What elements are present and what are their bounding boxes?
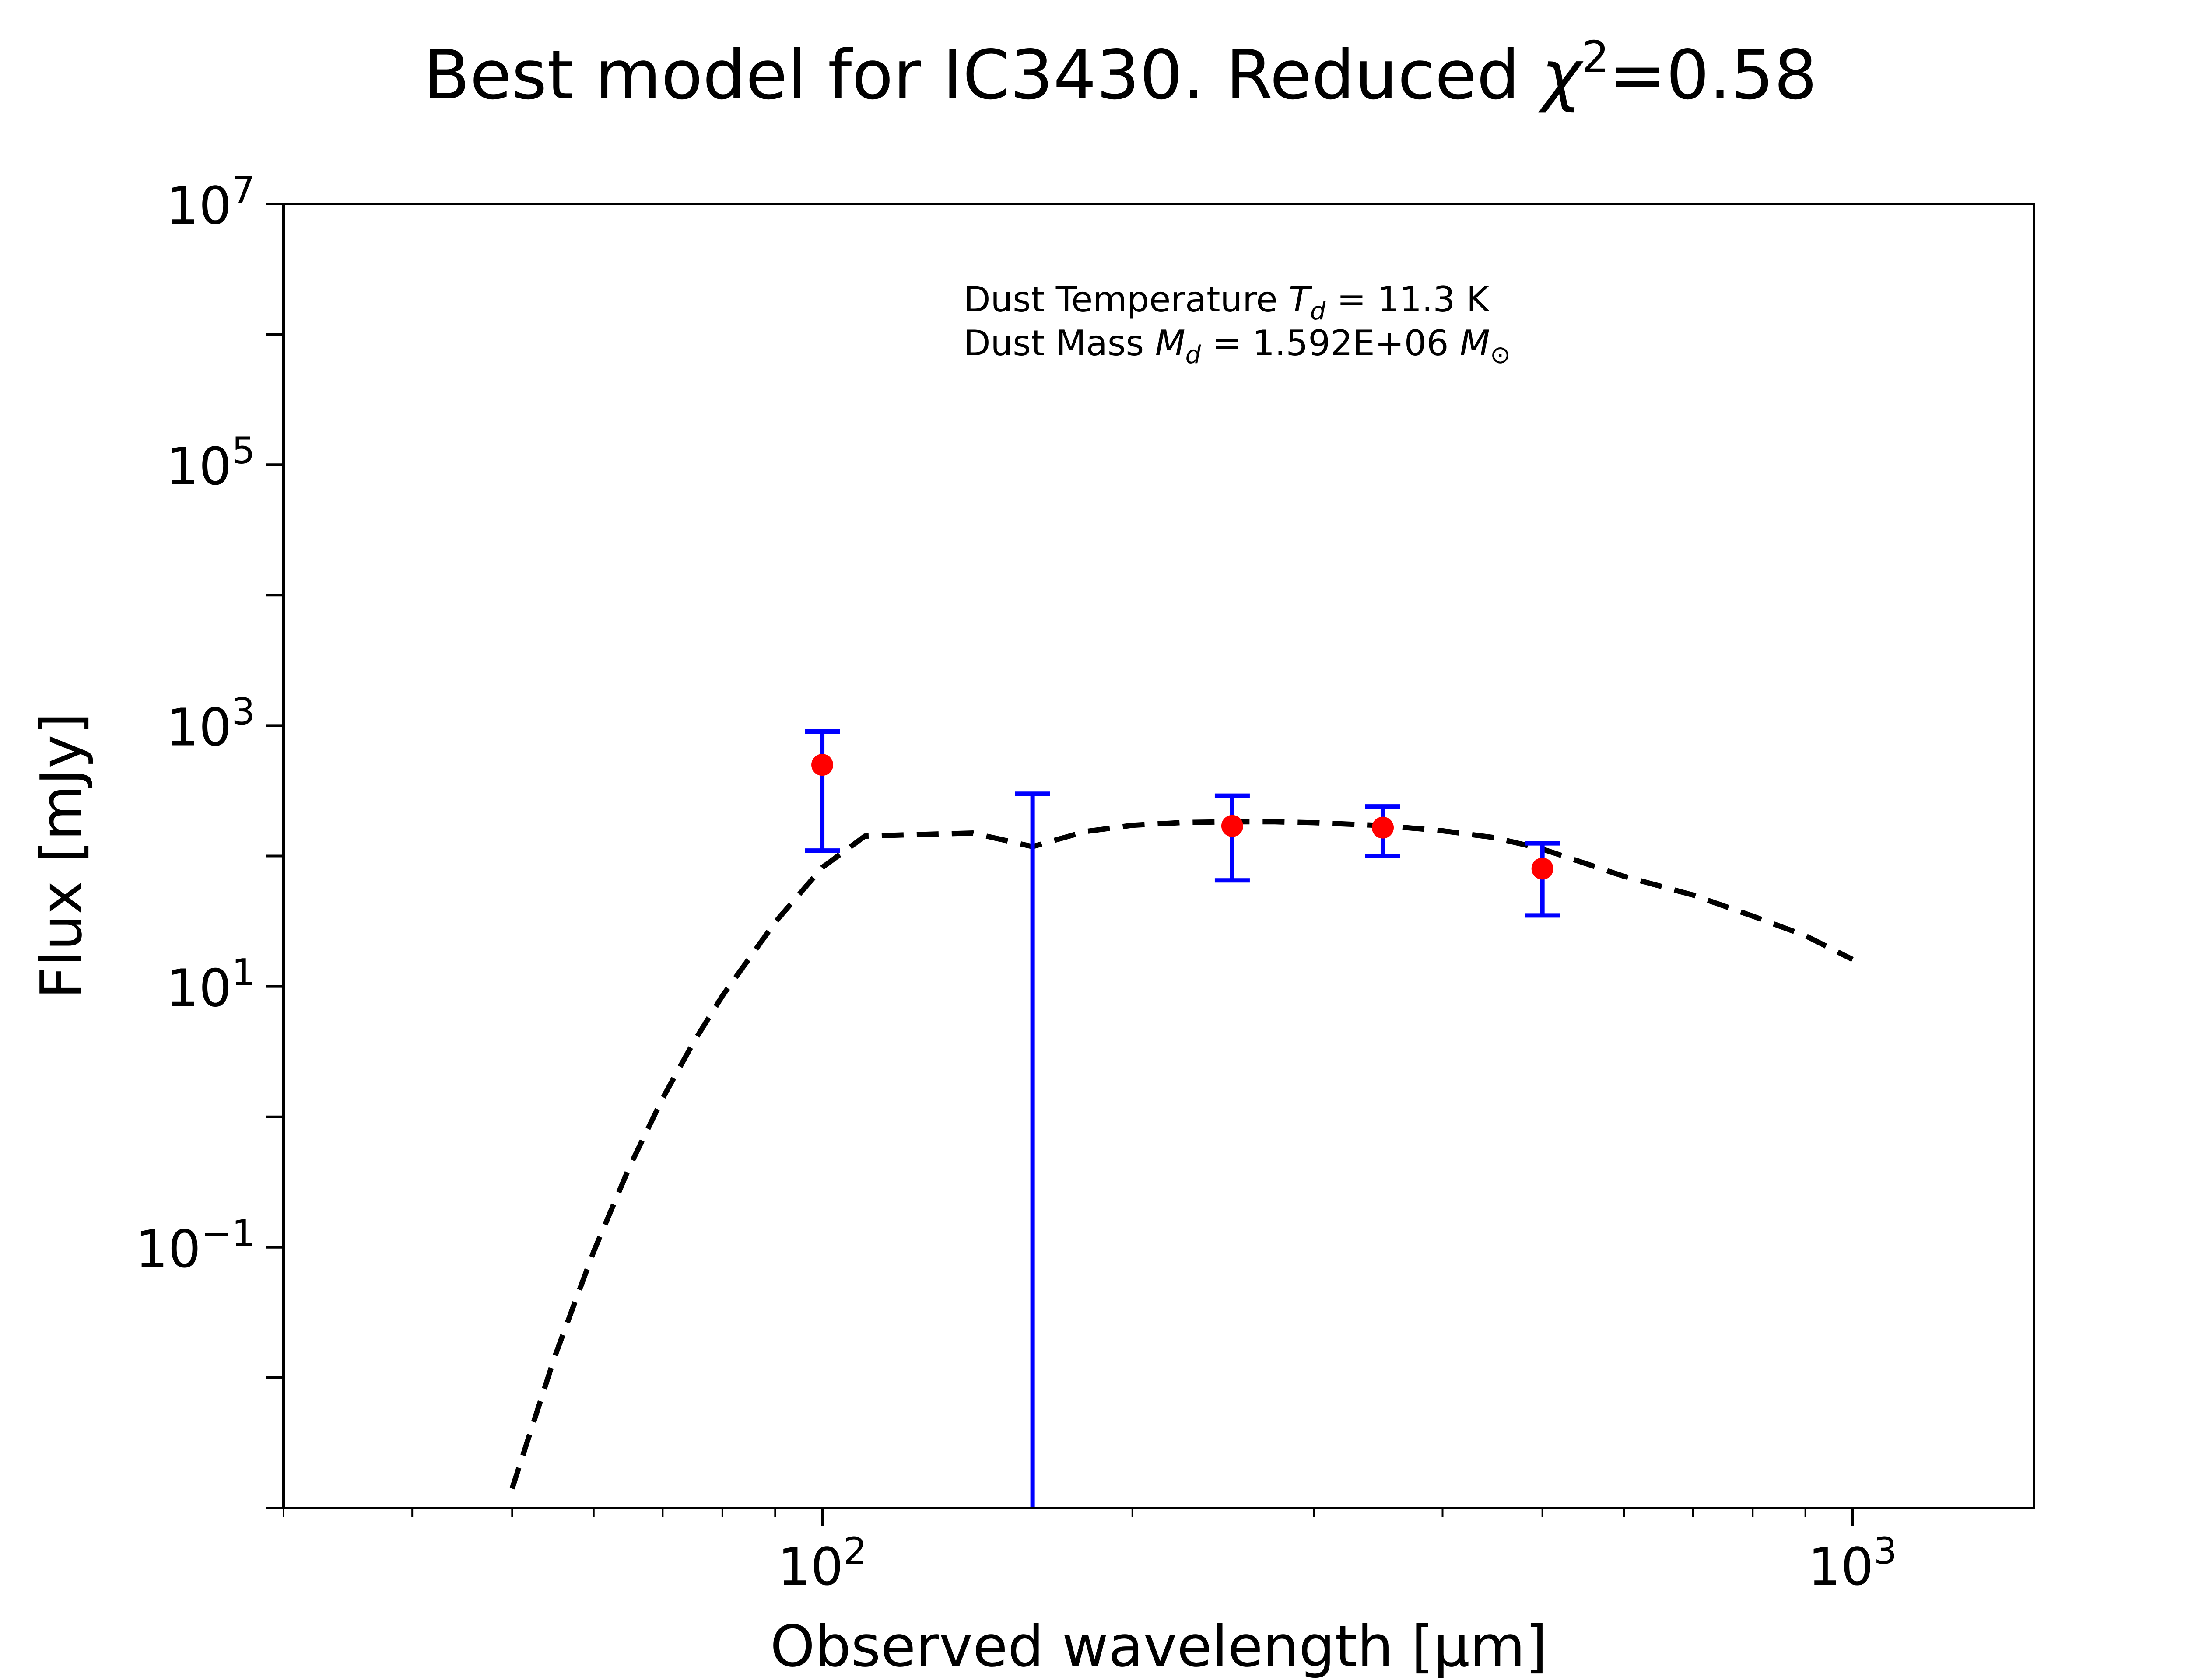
- data-point-0: [811, 754, 834, 776]
- y-tick-label: 101: [166, 951, 255, 1018]
- data-point-4: [1531, 858, 1553, 880]
- annotation-line-2: Dust Mass Md = 1.592E+06 M⊙: [964, 323, 1511, 369]
- x-axis-ticks: 102 103: [283, 1508, 1897, 1597]
- model-curve-layer: [509, 819, 1854, 1490]
- errorbar-layer: [805, 729, 1560, 1508]
- x-axis-label: Observed wavelength [μm]: [770, 1613, 1547, 1680]
- x-tick-label: 103: [1808, 1530, 1897, 1597]
- model-curve: [509, 819, 1854, 1490]
- y-tick-label: 103: [166, 690, 255, 757]
- data-point-3: [1371, 816, 1394, 839]
- y-axis-ticks: 10−1 101 103 105 107: [135, 168, 284, 1509]
- chart-title: Best model for IC3430. Reduced χ2=0.58: [423, 32, 1817, 115]
- plot-frame: [282, 203, 2035, 1509]
- y-tick-label: 10−1: [135, 1212, 255, 1279]
- x-tick-label: 102: [778, 1530, 867, 1597]
- marker-layer: [811, 754, 1553, 880]
- y-axis-label: Flux [mJy]: [28, 713, 95, 999]
- plot-area: [282, 203, 2035, 1509]
- y-tick-label: 107: [166, 168, 255, 236]
- annotation-line-1: Dust Temperature Td = 11.3 K: [964, 279, 1490, 326]
- data-point-2: [1221, 815, 1243, 837]
- y-tick-label: 105: [166, 429, 255, 497]
